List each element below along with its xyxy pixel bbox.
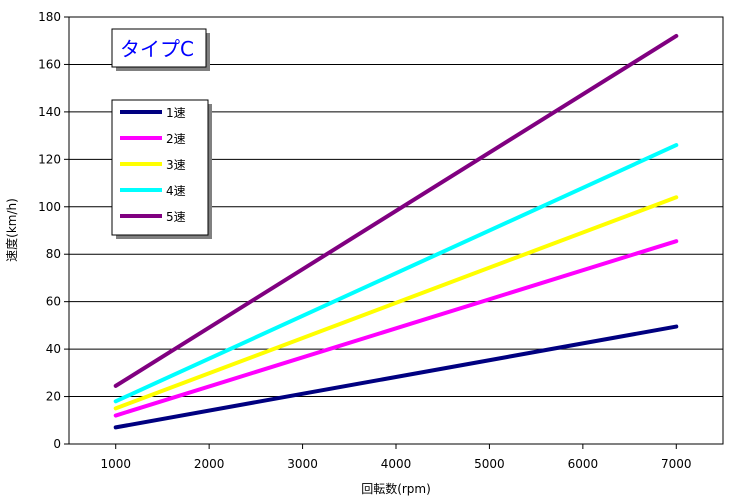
x-tick-label: 5000 [474, 457, 505, 471]
y-tick-label: 40 [46, 342, 61, 356]
chart-title: タイプC [120, 37, 194, 61]
y-tick-label: 60 [46, 295, 61, 309]
series-line-1 [113, 324, 679, 430]
y-tick-label: 80 [46, 247, 61, 261]
y-tick-label: 140 [38, 105, 61, 119]
y-tick-label: 120 [38, 152, 61, 166]
x-tick-label: 3000 [287, 457, 318, 471]
series-line-3 [113, 195, 679, 411]
tick-labels: 0 20 40 60 80 100 120 140 160 180 1000 2000 3000 4000… [38, 10, 691, 471]
series-line-2 [113, 239, 679, 418]
legend-label-1: 1速 [166, 106, 186, 120]
x-tick-label: 1000 [100, 457, 131, 471]
x-tick-label: 6000 [568, 457, 599, 471]
series-line-5 [113, 33, 679, 388]
series-lines [113, 33, 679, 430]
y-tick-label: 100 [38, 200, 61, 214]
x-tick-label: 4000 [381, 457, 412, 471]
legend-label-3: 3速 [166, 158, 186, 172]
y-tick-label: 0 [53, 437, 61, 451]
legend-label-2: 2速 [166, 132, 186, 146]
y-axis-title: 速度(km/h) [4, 198, 19, 262]
x-tick-label: 2000 [194, 457, 225, 471]
title-box: タイプC [111, 28, 210, 71]
legend-label-5: 5速 [166, 210, 186, 224]
x-axis-title: 回転数(rpm) [361, 481, 431, 496]
y-tick-label: 20 [46, 390, 61, 404]
x-tick-label: 7000 [661, 457, 692, 471]
legend-label-4: 4速 [166, 184, 186, 198]
legend: 1速 2速 3速 4速 5速 [111, 99, 212, 239]
series-line-4 [113, 143, 679, 404]
y-tick-label: 160 [38, 57, 61, 71]
y-tick-label: 180 [38, 10, 61, 24]
